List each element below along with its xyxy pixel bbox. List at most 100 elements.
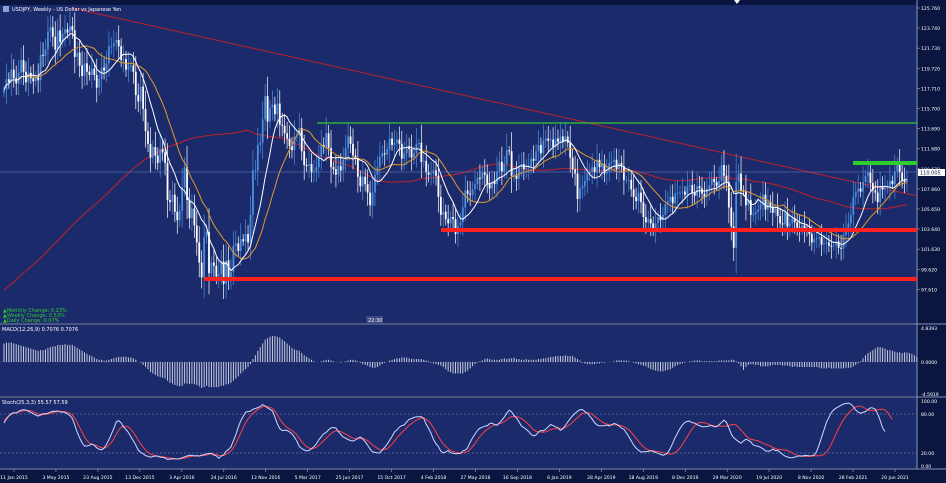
candle-body [232,245,235,273]
candle [408,137,411,158]
candle-body [588,171,591,174]
price-axis[interactable] [917,0,946,469]
candle [603,154,606,183]
candle [564,121,567,155]
levels-layer[interactable] [0,122,917,281]
candle-body [732,226,735,248]
candle-body [222,261,225,284]
candle [98,70,101,96]
candle-body [166,162,169,201]
candle [571,148,574,178]
chart-shift-icon[interactable] [734,0,740,4]
candle [876,179,879,215]
candle-body [249,214,252,243]
candle-body [640,192,642,203]
trendline-layer[interactable] [71,7,918,197]
candle-body [674,193,677,204]
candle-body [149,143,152,158]
candle [117,25,120,60]
candle-body [598,159,601,168]
candle-body [479,177,481,179]
price-tick-label: 101.630 [921,247,940,253]
stoch-d-line [3,405,893,460]
candle-body [259,142,262,145]
candle-body [676,192,679,194]
candle [737,164,740,191]
candle [496,156,498,198]
candle-body [386,149,389,155]
stoch-tick-label: 0.00 [921,464,931,470]
candle-body [420,142,423,162]
candle-body [288,138,291,146]
candle [452,203,454,232]
candle-body [774,208,777,213]
candle [535,144,537,168]
candle [300,117,303,161]
candle [559,122,562,155]
candle [51,16,54,47]
candle [17,59,20,96]
candle [47,16,49,64]
candle [669,184,672,212]
candle-body [435,170,437,176]
candle [269,100,271,129]
candle-body [71,26,74,31]
candle-body [300,127,303,152]
candle-body [474,184,476,190]
candle [898,149,901,186]
candle [137,83,140,113]
candle-body [327,133,330,149]
candle-body [264,96,267,120]
candle-body [837,241,840,248]
candle [176,196,179,234]
candle-body [869,172,872,184]
candle [308,151,310,178]
candle [61,27,64,48]
candle-body [896,164,899,172]
candle [164,138,166,176]
candle [464,175,467,222]
time-tick-label: 3 Apr 2016 [169,475,195,481]
candle-body [540,144,542,154]
candle [305,158,308,173]
stoch-pane[interactable] [0,398,917,468]
candle-body [486,174,489,185]
candle [259,133,262,154]
candle [349,126,352,154]
candle-body [481,172,484,179]
price-pane[interactable] [0,5,917,323]
candle [837,234,840,255]
macd-pane[interactable] [0,325,917,396]
candle-body [784,212,786,225]
candle-body [591,167,594,172]
candle-body [808,231,811,234]
candle [569,125,572,173]
candle [256,127,259,186]
candle [317,144,320,178]
candle [291,136,293,159]
candle [188,188,191,229]
candle [71,17,74,39]
macd-layer [0,335,918,388]
candle-body [139,86,142,102]
candle-body [569,142,572,158]
candle [554,125,557,160]
candle-body [325,133,328,148]
candle [374,159,376,207]
candle [230,258,232,290]
candle [540,137,542,160]
candle-body [620,162,623,167]
candle-body [54,36,57,50]
candle [303,134,306,180]
candle [537,130,540,165]
candle [549,129,552,150]
candle-body [835,241,838,246]
time-tick-label: 24 Jul 2016 [211,475,237,481]
candle-body [557,138,559,142]
candle [566,131,569,148]
candle [491,170,494,199]
candle-body [176,211,179,221]
candle-body [220,261,223,275]
candle-body [361,176,364,187]
candle [859,181,862,198]
